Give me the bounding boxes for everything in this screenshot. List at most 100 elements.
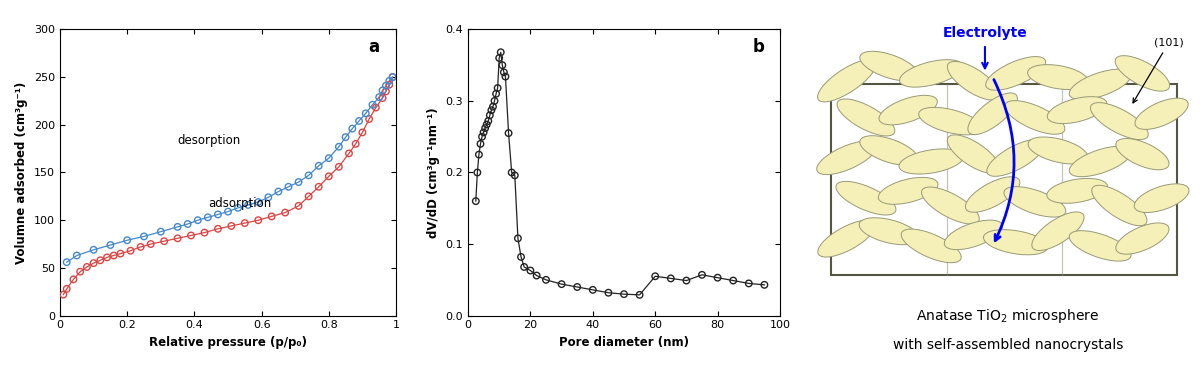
Point [383,74,402,80]
Ellipse shape [901,229,961,263]
Point [646,273,665,279]
Point [168,235,187,241]
Point [209,211,228,217]
Point [58,259,77,265]
Point [151,229,170,235]
Ellipse shape [1046,178,1108,203]
Ellipse shape [817,59,876,102]
Point [118,237,137,243]
Ellipse shape [1069,231,1132,261]
Point [496,74,515,80]
Point [349,118,368,124]
Ellipse shape [817,141,877,175]
Point [511,254,530,260]
Point [239,202,258,208]
Point [468,170,487,175]
Point [188,217,208,223]
Ellipse shape [1115,56,1170,91]
Point [84,247,103,253]
Point [502,170,521,175]
Ellipse shape [1032,212,1084,251]
Text: Electrolyte: Electrolyte [942,26,1027,40]
Ellipse shape [965,177,1020,212]
Point [366,105,385,110]
Text: Anatase TiO$_2$ microsphere: Anatase TiO$_2$ microsphere [917,306,1099,325]
Ellipse shape [1028,137,1087,164]
Point [310,163,329,169]
Point [353,130,372,135]
Point [178,221,197,227]
Point [505,172,524,178]
Point [470,141,490,147]
Point [91,257,110,263]
Point [360,116,379,122]
Ellipse shape [899,149,964,174]
Point [383,74,402,80]
Point [299,172,318,178]
Point [515,264,534,270]
Ellipse shape [859,218,919,245]
Point [58,286,77,292]
Point [319,155,338,161]
Y-axis label: dV/dD (cm³g⁻¹nm⁻¹): dV/dD (cm³g⁻¹nm⁻¹) [427,107,440,238]
Ellipse shape [947,135,1000,174]
Point [479,118,498,124]
Point [181,233,200,239]
Point [480,112,499,118]
Point [278,184,298,190]
Text: (101): (101) [1133,38,1183,103]
Bar [832,84,1177,275]
Point [228,205,247,211]
Point [235,220,254,226]
Point [484,104,503,110]
Point [370,94,389,100]
Text: with self-assembled nanocrystals: with self-assembled nanocrystals [893,338,1123,352]
Point [218,209,238,215]
Ellipse shape [859,136,918,165]
Ellipse shape [836,181,896,215]
Ellipse shape [1069,146,1132,177]
Point [568,284,587,290]
Point [198,214,217,220]
Point [54,292,73,298]
Point [329,144,348,150]
Ellipse shape [1134,184,1189,212]
Point [583,287,602,293]
Point [373,95,392,101]
Ellipse shape [1091,103,1148,139]
Point [475,125,494,131]
Ellipse shape [818,220,876,257]
Point [276,210,295,215]
Ellipse shape [968,93,1018,135]
Ellipse shape [1135,98,1188,130]
Point [379,78,398,84]
Point [222,223,241,229]
Point [692,272,712,278]
Ellipse shape [1004,101,1064,134]
Point [379,82,398,88]
Point [724,277,743,283]
Point [343,126,362,131]
Point [356,110,376,116]
Point [121,248,140,254]
Ellipse shape [838,99,895,136]
Ellipse shape [878,177,938,204]
Ellipse shape [984,230,1048,255]
Point [67,252,86,258]
Text: desorption: desorption [178,134,241,147]
Point [262,214,281,219]
Point [362,102,382,108]
Point [494,69,514,75]
Point [248,199,268,205]
Ellipse shape [878,95,937,125]
Point [466,198,485,204]
Point [490,55,509,61]
Point [319,173,338,179]
Ellipse shape [1048,97,1106,124]
Point [134,233,154,239]
Point [259,195,278,200]
Point [739,280,758,286]
X-axis label: Relative pressure (p/p₀): Relative pressure (p/p₀) [149,336,307,349]
Point [346,141,365,147]
Point [536,277,556,283]
